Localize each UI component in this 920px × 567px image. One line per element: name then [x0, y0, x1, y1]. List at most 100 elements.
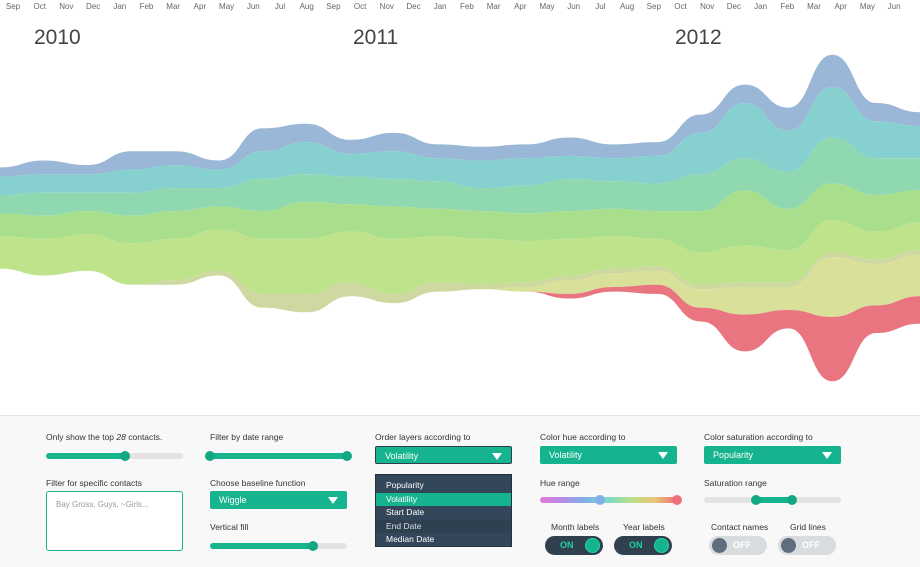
year-labels-toggle[interactable]: ON: [614, 536, 672, 555]
month-tick-label: Mar: [487, 2, 501, 11]
stream-layer: [0, 183, 920, 253]
month-tick-label: Dec: [727, 2, 741, 11]
order-layers-select[interactable]: Volatility: [375, 446, 512, 464]
baseline-label: Choose baseline function: [210, 478, 306, 488]
range-handle-start[interactable]: [595, 495, 606, 505]
stream-layer: [0, 86, 920, 195]
stream-layer: [0, 254, 920, 317]
month-tick-label: Dec: [406, 2, 420, 11]
color-saturation-label: Color saturation according to: [704, 432, 813, 442]
toggle-knob: [781, 538, 796, 553]
month-tick-label: Jun: [247, 2, 260, 11]
chevron-down-icon: [492, 453, 502, 460]
month-tick-label: Oct: [354, 2, 367, 11]
order-layers-dropdown-menu: Popularity Volatility Start Date End Dat…: [375, 474, 512, 547]
month-tick-label: Jun: [888, 2, 901, 11]
baseline-select[interactable]: Wiggle: [210, 491, 347, 509]
stream-layer: [0, 268, 920, 382]
top-contacts-label: Only show the top 28 contacts.: [46, 432, 163, 442]
month-tick-label: Oct: [674, 2, 687, 11]
toggle-state: OFF: [733, 540, 751, 550]
toggle-state: ON: [560, 540, 574, 550]
date-range-slider[interactable]: [205, 451, 352, 461]
toggle-knob: [654, 538, 669, 553]
slider-handle[interactable]: [120, 451, 131, 461]
month-tick-label: Apr: [194, 2, 207, 11]
toggle-state: OFF: [802, 540, 820, 550]
month-axis: Sep Oct Nov Dec Jan Feb Mar Apr May Jun Jul Aug Sep O…: [6, 2, 901, 11]
contact-names-label: Contact names: [711, 522, 769, 532]
month-tick-label: May: [539, 2, 554, 11]
month-tick-label: Oct: [33, 2, 46, 11]
hue-range-label: Hue range: [540, 478, 580, 488]
range-handle-start[interactable]: [751, 495, 762, 505]
month-tick-label: Sep: [6, 2, 21, 11]
contact-names-toggle[interactable]: OFF: [709, 536, 767, 555]
month-tick-label: Jan: [754, 2, 767, 11]
month-labels-label: Month labels: [551, 522, 600, 532]
specific-contacts-input[interactable]: Bay Gross, Guys, ~Girls...: [46, 491, 183, 551]
stream-layer: [0, 220, 920, 294]
range-handle-start[interactable]: [205, 451, 215, 461]
color-hue-select[interactable]: Volatility: [540, 446, 677, 464]
option-median-date[interactable]: Median Date: [386, 534, 435, 544]
month-tick-label: Jan: [113, 2, 126, 11]
month-tick-label: Dec: [86, 2, 100, 11]
month-tick-label: Apr: [514, 2, 527, 11]
toggle-knob: [585, 538, 600, 553]
year-labels-label: Year labels: [623, 522, 665, 532]
slider-handle[interactable]: [307, 541, 318, 551]
month-tick-label: Aug: [300, 2, 314, 11]
stream-layer: [0, 250, 920, 313]
baseline-value: Wiggle: [219, 495, 247, 505]
range-handle-end[interactable]: [342, 451, 352, 461]
stream-layers: [0, 54, 920, 382]
toggle-knob: [712, 538, 727, 553]
color-hue-value: Volatility: [549, 450, 583, 460]
month-tick-label: Jan: [434, 2, 447, 11]
toggle-state: ON: [629, 540, 643, 550]
month-tick-label: Nov: [59, 2, 73, 11]
year-label: 2012: [675, 26, 722, 49]
year-label: 2011: [353, 26, 398, 49]
month-tick-label: Jul: [275, 2, 285, 11]
month-tick-label: Mar: [166, 2, 180, 11]
order-layers-label: Order layers according to: [375, 432, 471, 442]
date-range-label: Filter by date range: [210, 432, 284, 442]
color-saturation-value: Popularity: [713, 450, 754, 460]
chevron-down-icon: [658, 452, 668, 459]
month-labels-toggle[interactable]: ON: [545, 536, 603, 555]
option-popularity[interactable]: Popularity: [386, 480, 424, 490]
grid-lines-toggle[interactable]: OFF: [778, 536, 836, 555]
vertical-fill-slider[interactable]: [210, 541, 347, 551]
top-contacts-slider[interactable]: [46, 451, 183, 461]
year-label: 2010: [34, 26, 81, 49]
month-tick-label: May: [860, 2, 875, 11]
top-contacts-count: 28: [116, 432, 126, 442]
option-end-date[interactable]: End Date: [376, 519, 511, 533]
month-tick-label: Aug: [620, 2, 634, 11]
month-tick-label: Feb: [140, 2, 154, 11]
vertical-fill-label: Vertical fill: [210, 522, 249, 532]
grid-lines-label: Grid lines: [790, 522, 826, 532]
month-tick-label: Nov: [700, 2, 714, 11]
chevron-down-icon: [328, 497, 338, 504]
color-hue-label: Color hue according to: [540, 432, 626, 442]
saturation-range-label: Saturation range: [704, 478, 767, 488]
range-handle-end[interactable]: [786, 495, 797, 505]
option-volatility[interactable]: Volatility: [376, 492, 511, 506]
saturation-range-slider[interactable]: [704, 495, 841, 505]
order-layers-value: Volatility: [385, 451, 419, 461]
option-start-date[interactable]: Start Date: [386, 507, 425, 517]
month-tick-label: Nov: [380, 2, 394, 11]
month-tick-label: Feb: [460, 2, 474, 11]
streamgraph-chart: Sep Oct Nov Dec Jan Feb Mar Apr May Jun Jul Aug Sep O…: [0, 2, 920, 382]
specific-contacts-label: Filter for specific contacts: [46, 478, 142, 488]
month-tick-label: Jun: [567, 2, 580, 11]
range-handle-end[interactable]: [672, 495, 682, 505]
color-saturation-select[interactable]: Popularity: [704, 446, 841, 464]
hue-range-slider[interactable]: [540, 495, 682, 505]
month-tick-label: Sep: [647, 2, 662, 11]
chevron-down-icon: [822, 452, 832, 459]
month-tick-label: Apr: [834, 2, 847, 11]
